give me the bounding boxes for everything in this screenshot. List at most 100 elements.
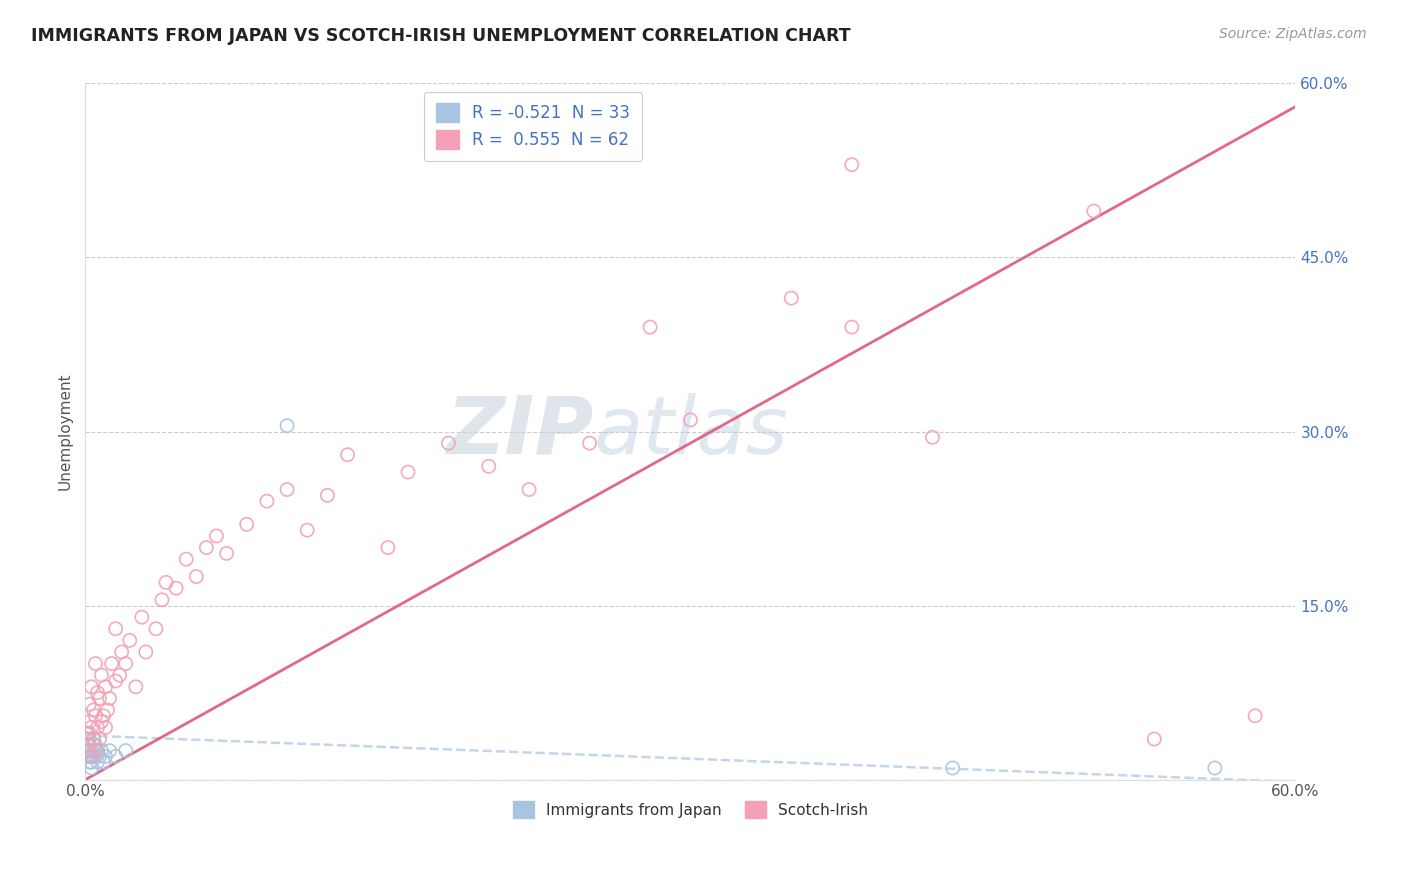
Point xyxy=(316,488,339,502)
Point xyxy=(84,743,107,757)
Point xyxy=(80,720,103,734)
Point xyxy=(165,581,187,595)
Point xyxy=(780,291,803,305)
Point xyxy=(89,731,111,746)
Point xyxy=(86,743,108,757)
Point xyxy=(98,743,121,757)
Point xyxy=(89,691,111,706)
Point xyxy=(76,731,98,746)
Point xyxy=(79,755,101,769)
Point xyxy=(79,738,101,752)
Point xyxy=(79,697,101,711)
Text: IMMIGRANTS FROM JAPAN VS SCOTCH-IRISH UNEMPLOYMENT CORRELATION CHART: IMMIGRANTS FROM JAPAN VS SCOTCH-IRISH UN… xyxy=(31,27,851,45)
Point xyxy=(215,546,238,560)
Point xyxy=(76,743,98,757)
Point xyxy=(377,541,399,555)
Point xyxy=(97,703,120,717)
Point xyxy=(76,726,98,740)
Y-axis label: Unemployment: Unemployment xyxy=(58,373,72,491)
Point xyxy=(79,743,101,757)
Point xyxy=(86,685,108,699)
Point xyxy=(841,320,863,334)
Point xyxy=(517,483,540,497)
Point xyxy=(79,749,101,764)
Point xyxy=(84,743,107,757)
Point xyxy=(921,430,943,444)
Point xyxy=(104,622,127,636)
Point xyxy=(205,529,228,543)
Point xyxy=(93,755,115,769)
Point xyxy=(235,517,257,532)
Point xyxy=(114,657,136,671)
Point xyxy=(1143,731,1166,746)
Point xyxy=(76,738,98,752)
Point xyxy=(131,610,153,624)
Point xyxy=(108,668,131,682)
Point xyxy=(79,731,101,746)
Point xyxy=(942,761,965,775)
Point xyxy=(94,749,117,764)
Point xyxy=(1244,708,1267,723)
Point xyxy=(94,680,117,694)
Point xyxy=(98,691,121,706)
Point xyxy=(82,703,104,717)
Point xyxy=(145,622,167,636)
Point xyxy=(80,755,103,769)
Point xyxy=(86,755,108,769)
Point xyxy=(79,738,101,752)
Point xyxy=(679,413,702,427)
Point xyxy=(86,720,108,734)
Text: ZIP: ZIP xyxy=(446,392,593,470)
Point xyxy=(111,645,134,659)
Point xyxy=(93,708,115,723)
Point xyxy=(76,743,98,757)
Point xyxy=(276,418,298,433)
Point xyxy=(118,633,141,648)
Point xyxy=(104,673,127,688)
Point xyxy=(79,714,101,729)
Point xyxy=(100,657,122,671)
Point xyxy=(336,448,359,462)
Point xyxy=(256,494,278,508)
Point xyxy=(186,569,208,583)
Point xyxy=(79,726,101,740)
Point xyxy=(80,680,103,694)
Point xyxy=(84,749,107,764)
Point xyxy=(90,743,112,757)
Point xyxy=(104,749,127,764)
Point xyxy=(89,749,111,764)
Point xyxy=(82,738,104,752)
Point xyxy=(80,743,103,757)
Point xyxy=(90,668,112,682)
Point xyxy=(90,714,112,729)
Point xyxy=(1083,204,1105,219)
Point xyxy=(76,749,98,764)
Legend: Immigrants from Japan, Scotch-Irish: Immigrants from Japan, Scotch-Irish xyxy=(506,796,875,824)
Point xyxy=(114,743,136,757)
Point xyxy=(135,645,157,659)
Point xyxy=(76,726,98,740)
Point xyxy=(297,523,319,537)
Point xyxy=(437,436,460,450)
Point xyxy=(195,541,218,555)
Point xyxy=(82,731,104,746)
Point xyxy=(638,320,661,334)
Point xyxy=(174,552,197,566)
Point xyxy=(82,749,104,764)
Point xyxy=(84,738,107,752)
Point xyxy=(150,592,173,607)
Point xyxy=(396,465,419,479)
Point xyxy=(125,680,148,694)
Point xyxy=(276,483,298,497)
Point xyxy=(1204,761,1226,775)
Point xyxy=(841,158,863,172)
Point xyxy=(578,436,600,450)
Point xyxy=(82,731,104,746)
Point xyxy=(80,761,103,775)
Point xyxy=(84,657,107,671)
Point xyxy=(80,749,103,764)
Text: atlas: atlas xyxy=(593,392,789,470)
Point xyxy=(80,749,103,764)
Point xyxy=(94,720,117,734)
Point xyxy=(478,459,501,474)
